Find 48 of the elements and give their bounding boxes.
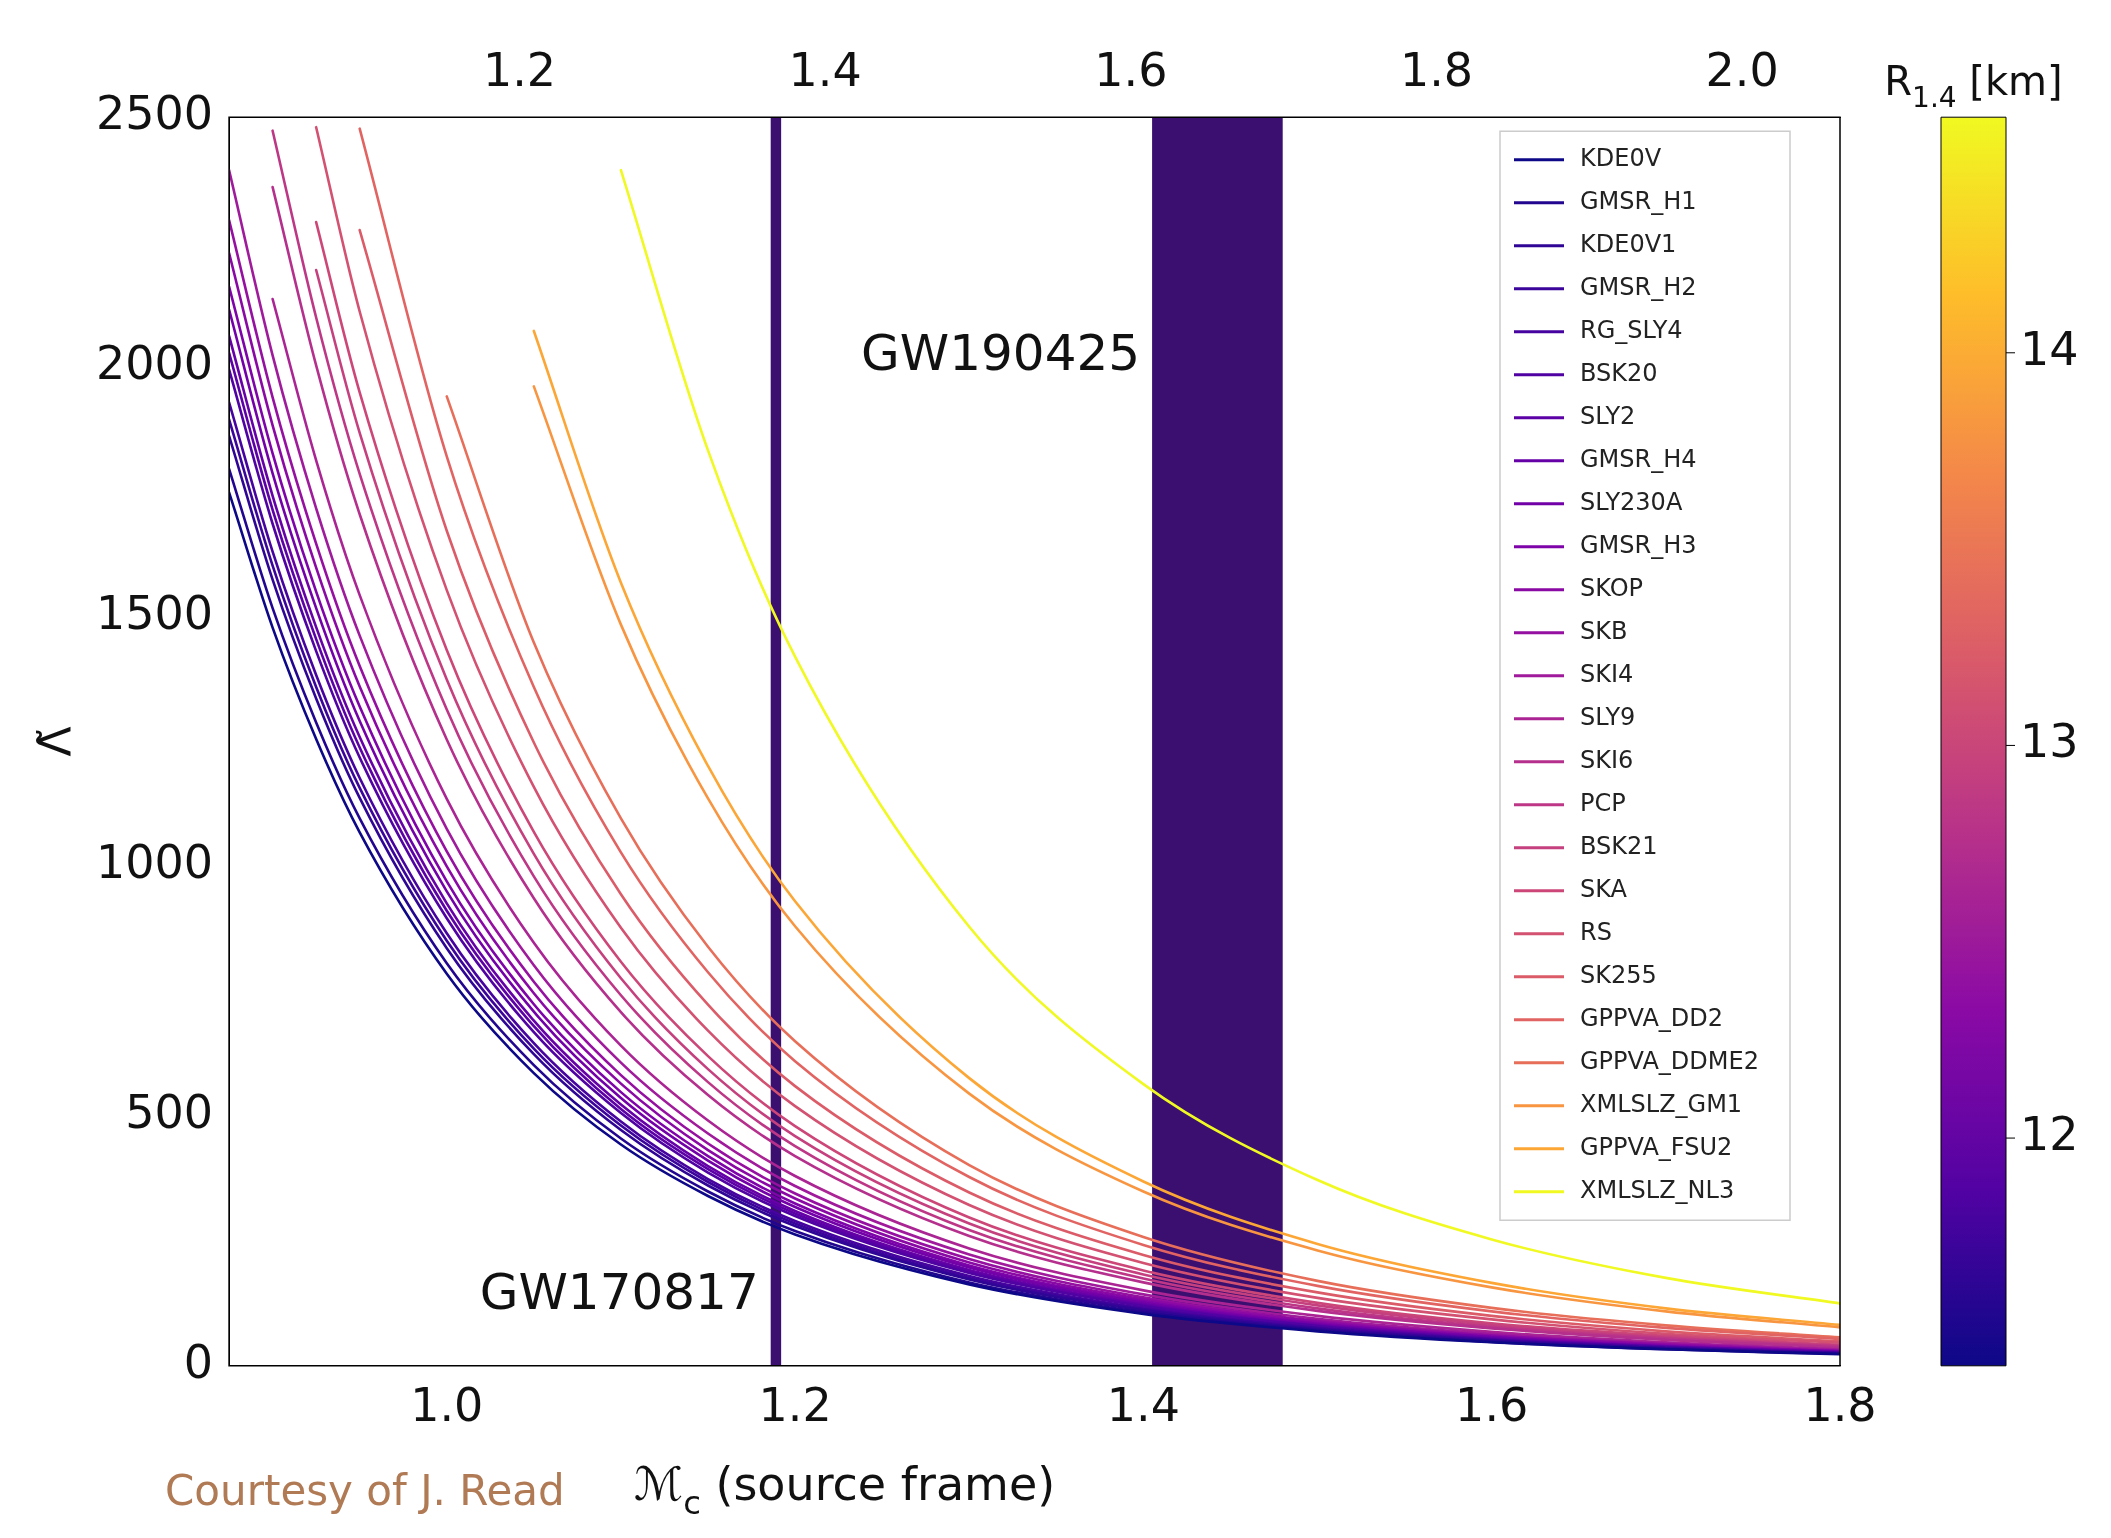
legend-label: SK255 [1580, 960, 1657, 989]
legend-label: RS [1580, 917, 1612, 946]
legend-label: SKB [1580, 616, 1628, 645]
color-bar-label: 14 [2020, 321, 2079, 376]
legend-label: XMLSLZ_NL3 [1580, 1175, 1735, 1204]
legend-label: GMSR_H4 [1580, 444, 1697, 473]
x2-tick-label: 1.6 [1094, 42, 1168, 97]
y-tick-label: 1500 [95, 585, 214, 640]
legend-label: KDE0V [1580, 143, 1662, 172]
legend-label: SLY2 [1580, 401, 1636, 430]
x2-tick-label: 1.8 [1399, 42, 1474, 97]
x2-tick-label: 1.2 [482, 42, 557, 97]
legend-label: SKI6 [1580, 745, 1634, 774]
legend-label: SLY9 [1580, 702, 1636, 731]
x-tick-label: 1.2 [758, 1378, 832, 1433]
legend-label: KDE0V1 [1580, 229, 1677, 258]
band-label: GW170817 [479, 1262, 759, 1321]
legend-label: GPPVA_FSU2 [1580, 1132, 1733, 1161]
legend-label: SKI4 [1580, 659, 1634, 688]
legend-label: PCP [1580, 788, 1626, 817]
legend-label: SKOP [1580, 573, 1644, 602]
y-tick-label: 500 [125, 1085, 214, 1140]
legend-label: GMSR_H2 [1580, 272, 1697, 301]
legend-label: SKA [1580, 874, 1628, 903]
legend-label: GPPVA_DD2 [1580, 1003, 1724, 1032]
legend-label: SLY230A [1580, 487, 1683, 516]
y-tick-label: 1000 [95, 835, 214, 890]
x2-tick-label: 2.0 [1705, 42, 1779, 97]
legend-label: XMLSLZ_GM1 [1580, 1089, 1743, 1118]
y-tick-label: 0 [183, 1334, 214, 1389]
legend-label: BSK20 [1580, 358, 1658, 387]
x-tick-label: 1.8 [1803, 1378, 1877, 1433]
text: Courtesy of J. Read [165, 1466, 565, 1515]
x-tick-label: 1.0 [410, 1378, 484, 1433]
y-axis-title: Λ̃ [30, 726, 82, 757]
legend-label: GPPVA_DDME2 [1580, 1046, 1759, 1075]
y-tick-label: 2500 [95, 86, 214, 141]
legend-label: GMSR_H3 [1580, 530, 1697, 559]
x-tick-label: 1.4 [1106, 1378, 1180, 1433]
color-bar-label: 12 [2020, 1107, 2079, 1162]
color-bar-label: 13 [2020, 714, 2079, 769]
legend-label: RG_SLY4 [1580, 315, 1683, 344]
band-label: GW190425 [861, 324, 1141, 383]
x-tick-label: 1.6 [1455, 1378, 1529, 1433]
x2-tick-label: 1.4 [788, 42, 862, 97]
legend-label: BSK21 [1580, 831, 1658, 860]
y-tick-label: 2000 [95, 335, 214, 390]
legend-label: GMSR_H1 [1580, 186, 1697, 215]
